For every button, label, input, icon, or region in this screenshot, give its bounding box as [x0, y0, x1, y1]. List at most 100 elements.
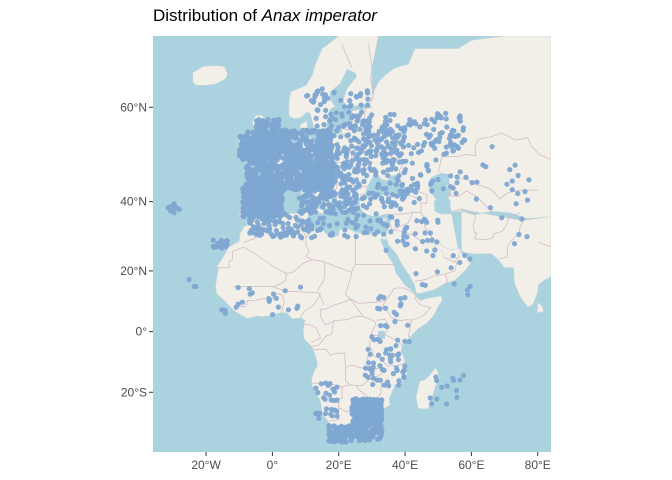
occurrence-point: [424, 219, 430, 225]
occurrence-point: [300, 158, 306, 165]
occurrence-point: [504, 181, 510, 187]
occurrence-point: [402, 167, 408, 173]
occurrence-point: [353, 93, 359, 100]
occurrence-point: [332, 407, 338, 413]
occurrence-point: [283, 133, 289, 139]
occurrence-point: [308, 181, 314, 187]
occurrence-point: [379, 367, 386, 373]
occurrence-point: [286, 157, 292, 163]
occurrence-point: [345, 234, 351, 240]
occurrence-point: [524, 234, 530, 240]
occurrence-point: [378, 433, 384, 439]
occurrence-point: [319, 158, 325, 164]
occurrence-point: [443, 401, 450, 407]
occurrence-point: [373, 211, 379, 217]
occurrence-point: [270, 233, 276, 240]
occurrence-point: [314, 177, 320, 183]
occurrence-point: [326, 222, 333, 229]
occurrence-point: [255, 222, 261, 228]
occurrence-point: [389, 200, 395, 206]
occurrence-point: [516, 231, 522, 238]
border-mauritania: [216, 246, 244, 269]
occurrence-point: [262, 227, 268, 233]
occurrence-point: [390, 157, 396, 163]
occurrence-point: [327, 392, 333, 398]
occurrence-point: [369, 367, 375, 373]
occurrence-point: [353, 216, 359, 222]
occurrence-point: [424, 248, 430, 254]
occurrence-point: [304, 92, 311, 99]
lat-tick-label: 20°N: [120, 264, 147, 278]
occurrence-point: [375, 352, 382, 358]
occurrence-point: [402, 338, 408, 344]
occurrence-point: [338, 434, 344, 440]
occurrence-point: [334, 384, 340, 390]
occurrence-point: [305, 228, 312, 234]
occurrence-point: [219, 245, 225, 251]
occurrence-point: [396, 351, 402, 357]
occurrence-point: [295, 224, 301, 230]
occurrence-point: [367, 160, 373, 166]
occurrence-point: [384, 139, 390, 145]
occurrence-point: [463, 174, 469, 180]
occurrence-point: [446, 135, 453, 141]
occurrence-point: [395, 337, 401, 343]
occurrence-point: [394, 134, 400, 140]
occurrence-point: [291, 184, 297, 190]
occurrence-point: [247, 291, 253, 297]
occurrence-point: [343, 153, 349, 160]
occurrence-point: [512, 162, 518, 168]
occurrence-point: [218, 237, 224, 243]
occurrence-point: [275, 167, 281, 173]
border-pakistan-india: [498, 218, 531, 260]
occurrence-point: [343, 220, 349, 226]
occurrence-point: [345, 216, 351, 222]
border-tanzania-south: [369, 351, 407, 367]
occurrence-point: [393, 312, 400, 318]
occurrence-point: [515, 190, 521, 197]
occurrence-point: [365, 149, 371, 155]
border-uae: [443, 254, 460, 263]
occurrence-point: [336, 150, 342, 157]
occurrence-point: [416, 149, 422, 156]
occurrence-point: [379, 356, 385, 362]
lat-tick-label: 40°N: [120, 195, 147, 209]
occurrence-point: [289, 130, 295, 136]
occurrence-point: [334, 397, 340, 403]
border-syria-iraq: [389, 212, 414, 231]
occurrence-point: [366, 190, 372, 196]
occurrence-point: [319, 86, 325, 92]
occurrence-point: [315, 390, 321, 396]
occurrence-point: [238, 145, 244, 152]
occurrence-point: [392, 319, 398, 325]
occurrence-point: [341, 122, 347, 128]
occurrence-point: [259, 179, 265, 185]
occurrence-point: [351, 220, 357, 226]
map-title: Distribution of Anax imperator: [153, 6, 377, 26]
occurrence-point: [248, 181, 254, 187]
lat-tick-label: 60°N: [120, 100, 147, 114]
occurrence-point: [422, 230, 428, 236]
occurrence-point: [297, 284, 304, 290]
occurrence-point: [235, 284, 241, 291]
occurrence-point: [378, 323, 384, 329]
occurrence-point: [366, 119, 372, 125]
occurrence-point: [347, 177, 354, 183]
occurrence-point: [303, 175, 309, 181]
occurrence-point: [406, 121, 412, 127]
occurrence-point: [233, 304, 239, 310]
occurrence-point: [427, 230, 433, 236]
occurrence-point: [435, 176, 441, 183]
occurrence-point: [459, 139, 465, 145]
title-prefix: Distribution of: [153, 6, 262, 25]
occurrence-point: [273, 295, 279, 301]
occurrence-point: [270, 312, 276, 318]
occurrence-point: [422, 282, 428, 288]
border-india-nepal: [537, 241, 551, 248]
occurrence-point: [305, 190, 311, 197]
occurrence-point: [343, 437, 349, 444]
occurrence-point: [331, 170, 337, 176]
occurrence-point: [394, 222, 400, 228]
occurrence-point: [186, 277, 192, 283]
